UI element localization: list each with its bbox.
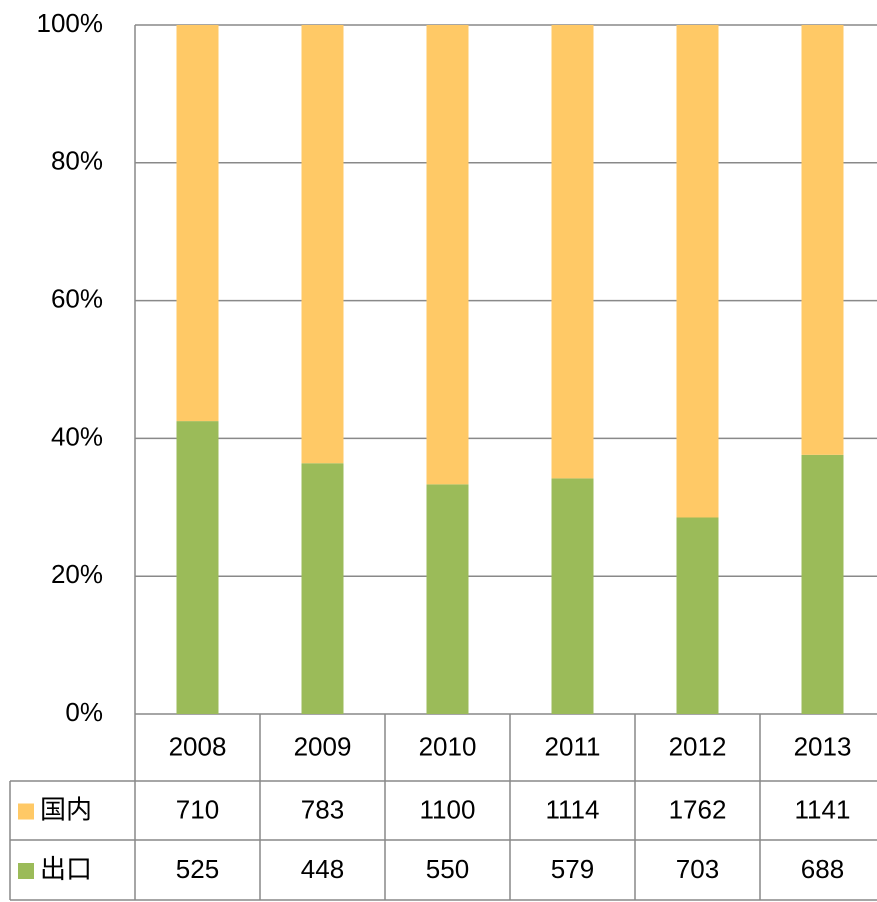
table-value: 783 (301, 794, 344, 824)
table-value: 1100 (420, 794, 476, 824)
bar-segment (301, 25, 344, 464)
y-tick-label: 0% (65, 697, 103, 727)
bar-segment (426, 484, 469, 714)
table-value: 579 (551, 854, 594, 884)
x-tick-label: 2008 (169, 731, 227, 761)
bar-segment (551, 25, 594, 479)
table-value: 1141 (795, 794, 851, 824)
x-tick-label: 2010 (419, 731, 477, 761)
table-value: 1762 (669, 794, 727, 824)
table-value: 550 (426, 854, 469, 884)
bar-segment (176, 25, 219, 422)
table-value: 710 (176, 794, 219, 824)
y-tick-label: 100% (37, 8, 104, 38)
bar-segment (801, 25, 844, 455)
legend-swatch (18, 803, 34, 820)
table-value: 448 (301, 854, 344, 884)
x-tick-label: 2012 (669, 731, 727, 761)
bar-segment (676, 517, 719, 714)
bar-segment (676, 25, 719, 518)
x-tick-label: 2011 (545, 731, 601, 761)
legend-swatch (18, 863, 34, 879)
y-tick-label: 80% (51, 146, 103, 176)
y-tick-label: 20% (51, 559, 103, 589)
bar-segment (801, 454, 844, 714)
table-value: 688 (801, 854, 844, 884)
bar-segment (426, 25, 469, 485)
y-tick-label: 60% (51, 283, 103, 313)
bar-segment (176, 421, 219, 714)
bar-segment (301, 463, 344, 714)
bar-segment (551, 478, 594, 714)
legend-label: 出口 (40, 855, 92, 885)
legend-label: 国内 (40, 796, 92, 826)
y-tick-label: 40% (51, 421, 103, 451)
table-value: 703 (676, 854, 719, 884)
x-tick-label: 2009 (294, 731, 352, 761)
x-tick-label: 2013 (794, 731, 852, 761)
table-value: 525 (176, 854, 219, 884)
table-value: 1114 (546, 794, 600, 824)
